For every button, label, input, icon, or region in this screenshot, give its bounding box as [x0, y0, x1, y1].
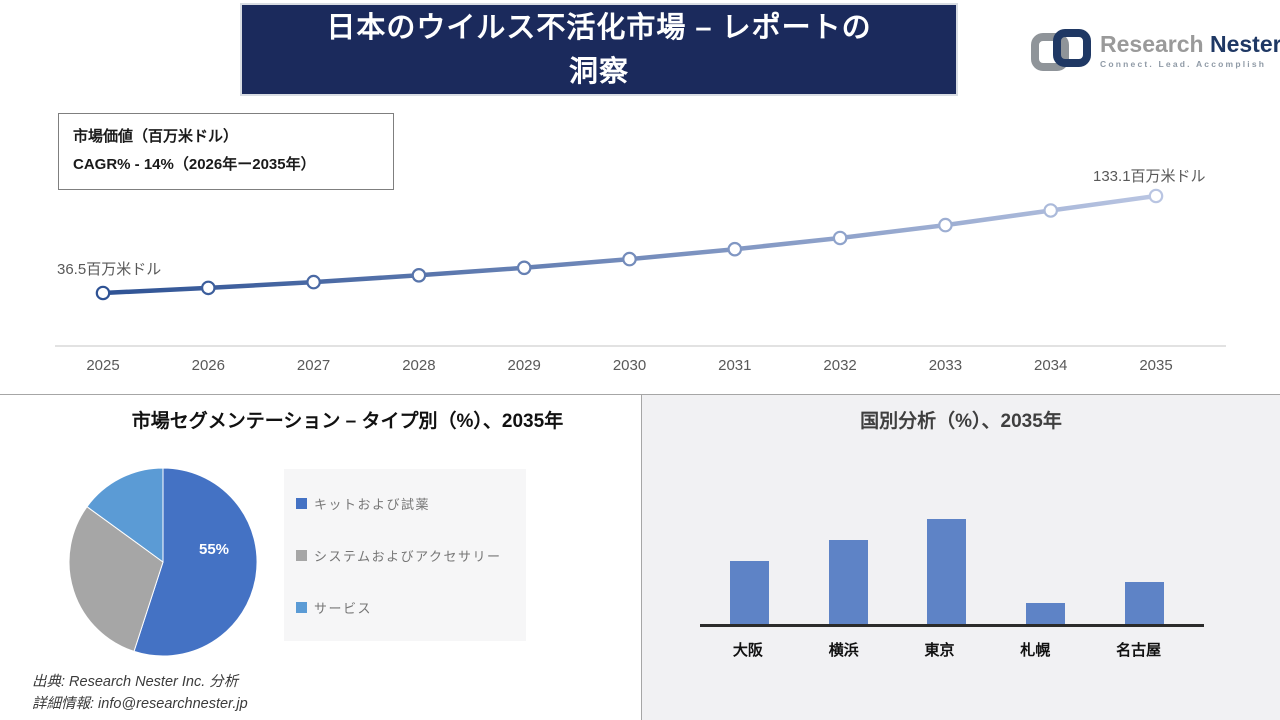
- vertical-divider: [641, 394, 642, 720]
- year-tick-label: 2031: [718, 357, 752, 374]
- data-point-marker: [95, 285, 111, 301]
- year-tick-label: 2030: [612, 357, 647, 374]
- brand-word-research: Research: [1100, 31, 1204, 57]
- bar: [729, 560, 769, 624]
- data-point-marker: [938, 217, 953, 233]
- footer: 出典: Research Nester Inc. 分析 詳細情報: info@r…: [32, 671, 248, 715]
- year-tick-label: 2028: [402, 357, 436, 374]
- last-point-data-label: 133.1百万米ドル: [1093, 168, 1206, 185]
- data-point-marker: [201, 280, 216, 296]
- first-point-data-label: 36.5百万米ドル: [57, 261, 162, 278]
- year-tick-label: 2025: [86, 357, 120, 374]
- data-point-marker: [306, 274, 321, 290]
- year-tick-label: 2032: [823, 357, 857, 374]
- year-tick-label: 2026: [191, 357, 225, 374]
- bar: [1125, 581, 1165, 624]
- data-point-marker: [1043, 203, 1058, 218]
- brand-tagline: Connect. Lead. Accomplish: [1100, 59, 1267, 69]
- legend-item: サービス: [296, 598, 514, 617]
- report-title-banner: 日本のウイルス不活化市場 – レポートの 洞察: [240, 3, 958, 96]
- market-value-info-box: 市場価値（百万米ドル） CAGR% - 14%（2026年ー2035年）: [58, 113, 394, 190]
- contact-note: 詳細情報: info@researchnester.jp: [32, 696, 248, 712]
- year-tick-label: 2029: [507, 357, 541, 374]
- bar-category-labels: 大阪 横浜 東京 札幌 名古屋: [700, 639, 1194, 660]
- data-point-marker: [622, 251, 637, 267]
- data-point-marker: [516, 260, 532, 276]
- bar-category-label: 名古屋: [1116, 642, 1162, 659]
- brand-word-nester: Nester: [1209, 31, 1280, 57]
- bar-category-label: 大阪: [732, 642, 763, 659]
- bar: [828, 539, 868, 624]
- segmentation-pie-chart: 55%: [68, 467, 258, 657]
- legend-label: システムおよびアクセサリー: [314, 548, 502, 564]
- legend-item: キットおよび試薬: [296, 494, 514, 513]
- bar: [1026, 602, 1066, 624]
- trend-line: [100, 193, 1159, 296]
- data-point-marker: [727, 241, 743, 257]
- page-title-line2: 洞察: [568, 55, 629, 88]
- legend-swatch-icon: [296, 497, 307, 509]
- bar-category-label: 横浜: [828, 642, 859, 659]
- year-tick-label: 2033: [928, 357, 963, 374]
- data-point-marker: [1148, 188, 1164, 204]
- source-note: 出典: Research Nester Inc. 分析: [32, 674, 239, 690]
- bar-category-label: 札幌: [1020, 642, 1051, 659]
- bar: [927, 518, 967, 624]
- legend-swatch-icon: [296, 549, 307, 561]
- logo-text: Research Nester Connect. Lead. Accomplis…: [1100, 31, 1280, 69]
- pie-slice: [133, 467, 258, 657]
- data-point-marker: [832, 230, 848, 246]
- pie-legend: キットおよび試薬システムおよびアクセサリー サービス: [284, 469, 526, 641]
- pie-section-title: 市場セグメンテーション – タイプ別（%）、2035年: [131, 411, 564, 432]
- bar-category-label: 東京: [924, 642, 955, 659]
- chain-links-logo-icon: [1031, 29, 1091, 71]
- horizontal-divider: [0, 394, 1280, 395]
- pie-slice: [86, 467, 164, 563]
- data-point-marker: [411, 267, 427, 283]
- year-tick-label: 2027: [296, 357, 331, 374]
- year-tick-label: 2035: [1139, 357, 1173, 374]
- bar-chart-baseline: [700, 624, 1204, 627]
- legend-swatch-icon: [296, 601, 307, 613]
- brand-name: Research Nester: [1100, 31, 1280, 58]
- legend-item: システムおよびアクセサリー: [296, 546, 514, 565]
- research-nester-logo: Research Nester Connect. Lead. Accomplis…: [1030, 27, 1280, 73]
- legend-label: キットおよび試薬: [314, 496, 431, 512]
- cagr-label: CAGR% - 14%（2026年ー2035年）: [73, 156, 316, 173]
- page-title-line1: 日本のウイルス不活化市場 – レポートの: [326, 11, 872, 44]
- legend-label: サービス: [314, 600, 373, 616]
- pie-slice: [68, 506, 164, 653]
- bar-section-title: 国別分析（%）、2035年: [860, 411, 1062, 432]
- market-value-label: 市場価値（百万米ドル）: [73, 128, 239, 145]
- bar-chart: [700, 508, 1194, 624]
- pie-data-label: 55%: [199, 541, 229, 558]
- year-tick-label: 2034: [1034, 357, 1068, 374]
